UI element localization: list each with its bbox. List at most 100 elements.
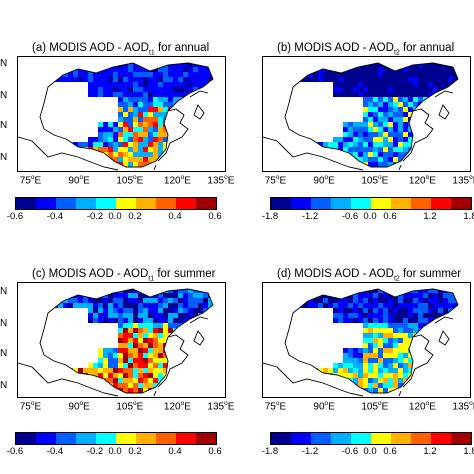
colorbar-tick-label: -1.8 <box>261 446 279 457</box>
colorbar-a <box>15 197 217 210</box>
colorbar-swatch <box>451 433 471 444</box>
colorbar-swatch <box>76 198 96 209</box>
border-line <box>18 136 119 171</box>
colorbar-tick-label: -1.2 <box>301 211 319 222</box>
country-outline <box>284 62 459 168</box>
colorbar-tick-label: 1.8 <box>463 211 474 222</box>
lon-tick-label: 120oE <box>408 400 436 413</box>
colorbar-tick-label: 0.6 <box>383 446 397 457</box>
colorbar-swatch <box>76 433 96 444</box>
panel-title-c: (c) MODIS AOD - AODt1 for summer <box>32 268 216 283</box>
colorbar-tick-label: -1.8 <box>261 211 279 222</box>
lat-label-a3: N <box>0 120 8 131</box>
colorbar-swatch <box>96 433 116 444</box>
colorbar-tick-label: 1.8 <box>463 446 474 457</box>
lon-tick-label: 90oE <box>68 174 90 187</box>
colorbar-swatch <box>371 198 391 209</box>
country-outline <box>284 288 459 394</box>
lon-tick-label: 120oE <box>163 400 191 413</box>
colorbar-swatch <box>371 433 391 444</box>
lon-tick-label: 75oE <box>264 174 287 187</box>
colorbar-swatch <box>196 433 216 444</box>
panel-title-b: (b) MODIS AOD - AODt2 for annual <box>277 42 455 57</box>
colorbar-swatch <box>176 433 196 444</box>
coastline <box>398 90 454 171</box>
lat-label-c2: N <box>0 318 8 329</box>
lon-tick-label: 90oE <box>313 400 335 413</box>
colorbar-swatch <box>391 198 411 209</box>
lat-label-a1: N <box>0 58 8 69</box>
colorbar-swatch <box>196 198 216 209</box>
colorbar-swatch <box>56 198 76 209</box>
lon-tick-label: 75oE <box>19 174 42 187</box>
country-outline <box>39 288 214 394</box>
lon-tick-label: 75oE <box>19 400 42 413</box>
colorbar-tick-label: -0.4 <box>46 446 64 457</box>
lon-tick-label: 135oE <box>207 174 235 187</box>
colorbar-swatch <box>271 198 291 209</box>
colorbar-tick-label: 0.4 <box>168 446 182 457</box>
colorbar-swatch <box>431 198 451 209</box>
lon-tick-label: 105oE <box>116 174 144 187</box>
lat-label-a4: N <box>0 152 8 163</box>
colorbar-swatch <box>271 433 291 444</box>
lon-tick-label: 135oE <box>207 400 235 413</box>
map-canvas-c <box>18 288 214 397</box>
colorbar-tick-label: -0.6 <box>6 446 24 457</box>
country-outline <box>39 62 214 168</box>
colorbar-tick-label: 0.2 <box>128 211 142 222</box>
lon-tick-label: 105oE <box>361 174 389 187</box>
colorbar-swatch <box>16 433 36 444</box>
colorbar-swatch <box>36 198 56 209</box>
map-c <box>17 282 226 398</box>
colorbar-swatch <box>116 198 136 209</box>
colorbar-swatch <box>136 198 156 209</box>
map-b <box>262 56 471 172</box>
border-line <box>263 362 364 397</box>
colorbar-tick-label: -0.6 <box>341 446 359 457</box>
colorbar-d <box>270 432 472 445</box>
colorbar-tick-label: 0.0 <box>363 211 377 222</box>
colorbar-swatch <box>331 433 351 444</box>
colorbar-swatch <box>311 433 331 444</box>
map-canvas-a <box>18 62 214 171</box>
colorbar-tick-label: 0.4 <box>168 211 182 222</box>
colorbar-tick-label: 0.0 <box>108 211 122 222</box>
coastline <box>398 316 454 397</box>
colorbar-tick-label: -1.2 <box>301 446 319 457</box>
lon-tick-label: 105oE <box>361 400 389 413</box>
colorbar-swatch <box>351 198 371 209</box>
colorbar-swatch <box>156 433 176 444</box>
lon-tick-label: 105oE <box>116 400 144 413</box>
lat-label-c3: N <box>0 348 8 359</box>
colorbar-tick-label: 0.2 <box>128 446 142 457</box>
colorbar-c <box>15 432 217 445</box>
colorbar-swatch <box>176 198 196 209</box>
colorbar-tick-label: 0.6 <box>383 211 397 222</box>
colorbar-swatch <box>411 433 431 444</box>
colorbar-tick-label: 1.2 <box>423 446 437 457</box>
lon-tick-label: 120oE <box>163 174 191 187</box>
map-canvas-b <box>263 62 459 171</box>
colorbar-swatch <box>411 198 431 209</box>
colorbar-tick-label: 0.0 <box>108 446 122 457</box>
colorbar-swatch <box>351 433 371 444</box>
border-line <box>18 362 119 397</box>
colorbar-tick-label: -0.2 <box>86 446 104 457</box>
colorbar-swatch <box>36 433 56 444</box>
colorbar-swatch <box>451 198 471 209</box>
coastline <box>153 316 209 397</box>
colorbar-tick-label: 0.6 <box>208 211 222 222</box>
colorbar-swatch <box>16 198 36 209</box>
colorbar-tick-label: -0.6 <box>6 211 24 222</box>
colorbar-swatch <box>56 433 76 444</box>
colorbar-swatch <box>136 433 156 444</box>
colorbar-swatch <box>291 198 311 209</box>
lon-tick-label: 120oE <box>408 174 436 187</box>
colorbar-tick-label: -0.2 <box>86 211 104 222</box>
colorbar-swatch <box>116 433 136 444</box>
map-canvas-d <box>263 288 459 397</box>
lon-tick-label: 90oE <box>313 174 335 187</box>
coastline <box>153 90 209 171</box>
colorbar-swatch <box>431 433 451 444</box>
